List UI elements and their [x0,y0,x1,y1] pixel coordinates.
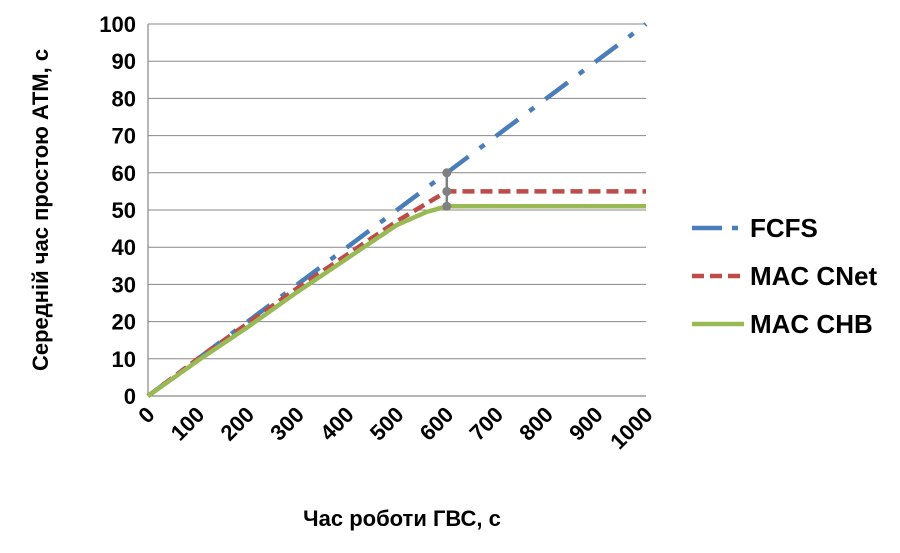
legend: FCFS MAC CNet MAC CHB [692,213,877,339]
x-tick-label: 500 [365,402,409,446]
y-tick-label: 100 [99,12,136,37]
series-group [146,22,648,398]
y-tick-label: 50 [112,198,136,223]
annotation-point [442,168,452,178]
y-axis-title: Середній час простою АТМ, с [28,49,53,371]
legend-label: FCFS [750,213,818,243]
x-tick-label: 800 [514,402,558,446]
x-tick-label: 400 [315,402,359,446]
x-tick-label: 100 [166,402,210,446]
y-tick-label: 60 [112,161,136,186]
y-tick-label: 0 [124,384,136,409]
x-tick-label: 600 [415,402,459,446]
legend-label: MAC CNet [750,261,877,291]
annotation-point [442,201,452,211]
y-tick-label: 10 [112,347,136,372]
annotation [442,168,452,211]
x-tick-label: 0 [133,402,159,428]
y-tick-label: 70 [112,124,136,149]
y-tick-label: 20 [112,310,136,335]
y-tick-label: 90 [112,49,136,74]
x-tick-label: 200 [215,402,259,446]
y-tick-label: 40 [112,235,136,260]
x-tick-label: 900 [564,402,608,446]
x-tick-label: 1000 [605,402,657,454]
x-tick-label: 300 [265,402,309,446]
annotation-point [442,186,452,196]
legend-label: MAC CHB [750,309,873,339]
series-line [146,204,646,398]
y-tick-label: 80 [112,86,136,111]
series-line [146,22,648,398]
x-axis-title: Час роботи ГВС, с [303,506,501,531]
x-tick-label: 700 [464,402,508,446]
y-tick-label: 30 [112,272,136,297]
series-line [146,189,646,398]
axes [147,24,646,397]
